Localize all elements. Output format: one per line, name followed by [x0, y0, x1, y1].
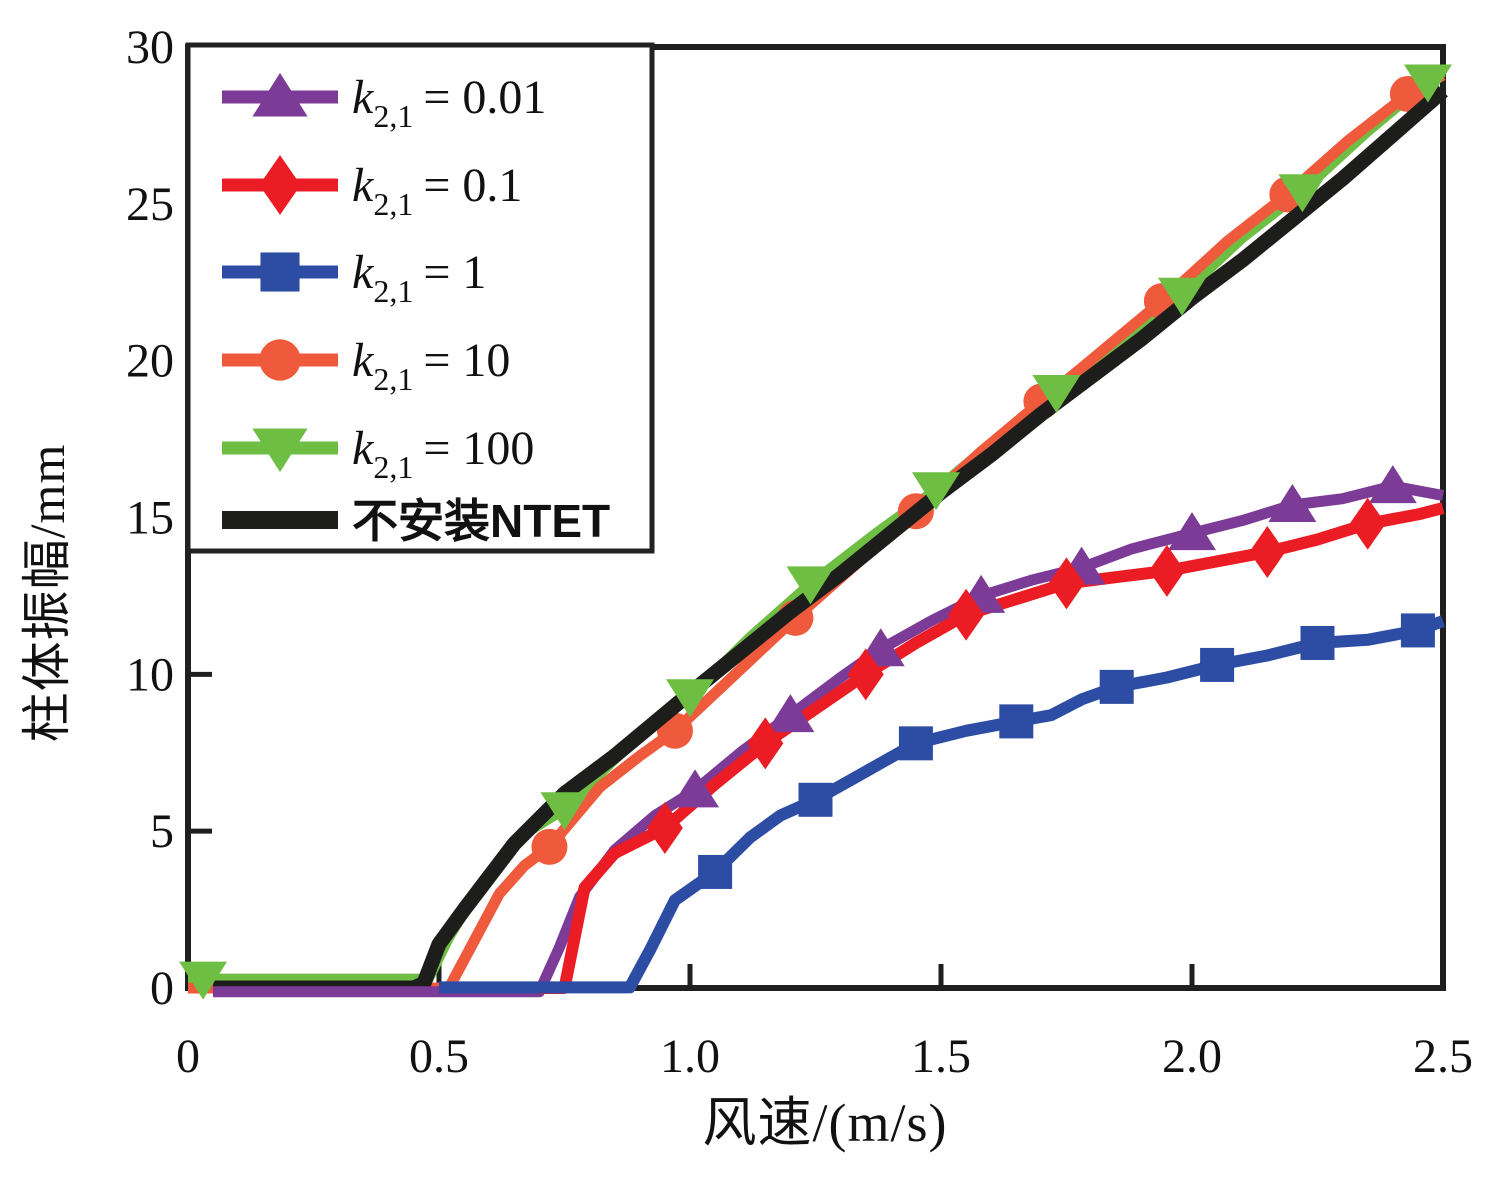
marker-circle — [259, 339, 301, 381]
marker-square — [1400, 613, 1435, 648]
x-tick-label: 1.5 — [911, 1030, 971, 1083]
x-axis-label: 风速/(m/s) — [702, 1093, 948, 1153]
series-line-none — [213, 85, 1448, 996]
marker-triangle-down — [1403, 64, 1452, 103]
marker-square — [798, 782, 833, 817]
marker-triangle-down — [1278, 174, 1327, 213]
y-tick-label: 30 — [126, 21, 174, 74]
marker-triangle-up — [252, 72, 308, 117]
marker-triangle-down — [666, 679, 714, 718]
marker-triangle-up — [671, 769, 720, 808]
marker-square — [898, 726, 933, 761]
y-tick-label: 0 — [150, 962, 174, 1015]
marker-triangle-up — [1368, 465, 1417, 504]
marker-square — [260, 252, 300, 292]
y-axis-label: 柱体振幅/mm — [19, 443, 75, 743]
marker-triangle-up — [1168, 512, 1216, 551]
y-tick-label: 25 — [126, 178, 174, 231]
marker-diamond — [1249, 526, 1286, 579]
x-tick-label: 2.0 — [1162, 1030, 1222, 1083]
y-tick-label: 15 — [126, 492, 174, 545]
marker-triangle-down — [252, 428, 308, 473]
y-tick-label: 20 — [126, 335, 174, 388]
marker-triangle-up — [766, 694, 815, 733]
marker-diamond — [1148, 544, 1185, 597]
legend-label: 不安装NTET — [352, 495, 610, 547]
marker-diamond — [1048, 557, 1085, 610]
marker-diamond — [747, 717, 784, 770]
x-tick-label: 0.5 — [409, 1030, 469, 1083]
legend-item-k1: k2,1 = 1 — [222, 246, 486, 309]
marker-circle — [1389, 76, 1426, 113]
marker-square — [1200, 647, 1235, 682]
marker-diamond — [646, 802, 683, 855]
marker-diamond — [847, 648, 884, 701]
legend-label: k2,1 = 0.1 — [352, 159, 522, 222]
legend-item-k100: k2,1 = 100 — [222, 422, 534, 485]
legend: k2,1 = 0.01 k2,1 = 0.1 k2,1 = 1 k2,1 = 10 k2,1 = … — [185, 42, 655, 554]
legend-box — [185, 42, 655, 554]
y-tick-label: 10 — [126, 648, 174, 701]
legend-label: k2,1 = 100 — [352, 422, 534, 485]
marker-diamond — [259, 155, 301, 215]
marker-triangle-down — [540, 792, 589, 831]
marker-triangle-down — [179, 961, 228, 1000]
marker-square — [1099, 669, 1134, 704]
legend-label: k2,1 = 10 — [352, 334, 510, 397]
marker-triangle-down — [911, 472, 960, 511]
series-line-k1 — [439, 615, 1446, 994]
y-tick-label: 5 — [150, 805, 174, 858]
x-tick-label: 1.0 — [660, 1030, 720, 1083]
marker-triangle-up — [1268, 483, 1317, 522]
marker-square — [698, 854, 733, 889]
marker-square — [999, 704, 1034, 739]
legend-label: k2,1 = 1 — [352, 246, 486, 309]
marker-triangle-down — [1157, 277, 1206, 316]
marker-diamond — [1349, 497, 1386, 550]
marker-diamond — [948, 588, 985, 641]
marker-circle — [531, 828, 568, 865]
marker-triangle-down — [1032, 375, 1081, 414]
legend-label: k2,1 = 0.01 — [352, 71, 546, 134]
marker-triangle-down — [786, 566, 835, 605]
x-tick-label: 0 — [176, 1030, 200, 1083]
x-tick-label: 2.5 — [1413, 1030, 1473, 1083]
marker-square — [1300, 625, 1335, 660]
legend-item-k001: k2,1 = 0.01 — [222, 71, 546, 134]
legend-item-k01: k2,1 = 0.1 — [222, 155, 522, 222]
legend-item-k10: k2,1 = 10 — [222, 334, 510, 397]
